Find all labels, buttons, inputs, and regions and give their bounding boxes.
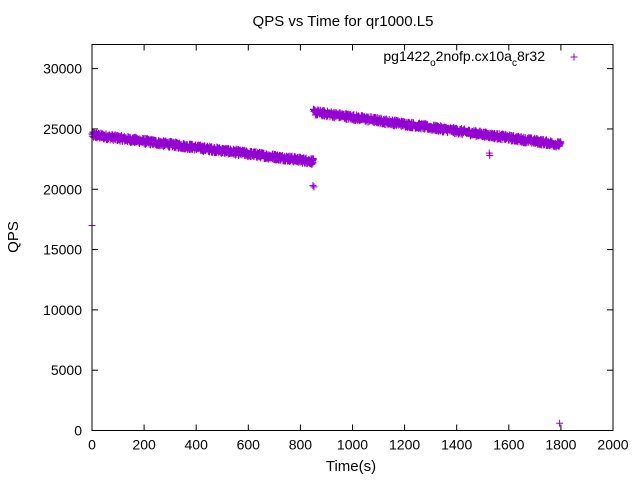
y-tick-label: 0 xyxy=(74,423,82,439)
x-axis-title: Time(s) xyxy=(326,458,376,475)
legend-label: pg1422o2nofp.cx10ac8r32 xyxy=(383,48,545,69)
x-tick-label: 1200 xyxy=(389,437,420,453)
x-tick-label: 1000 xyxy=(337,437,368,453)
outlier-point xyxy=(309,182,317,190)
x-tick-label: 200 xyxy=(132,437,156,453)
x-tick-label: 600 xyxy=(237,437,261,453)
y-axis: 0 5000 10000 15000 20000 25000 30000 xyxy=(43,61,613,439)
chart-title: QPS vs Time for qr1000.L5 xyxy=(253,13,434,30)
x-tick-label: 1600 xyxy=(493,437,524,453)
plot-frame xyxy=(91,44,614,431)
outlier-point xyxy=(556,419,564,427)
y-tick-label: 15000 xyxy=(43,242,82,258)
y-tick-label: 30000 xyxy=(43,61,82,77)
y-tick-label: 10000 xyxy=(43,302,82,318)
data-point xyxy=(557,139,565,147)
y-axis-title: QPS xyxy=(5,221,22,253)
x-tick-label: 400 xyxy=(185,437,209,453)
x-tick-label: 2000 xyxy=(597,437,628,453)
y-tick-label: 5000 xyxy=(51,362,82,378)
y-tick-label: 25000 xyxy=(43,121,82,137)
x-tick-label: 1400 xyxy=(441,437,472,453)
x-axis: 0 200 400 600 800 1000 1200 1400 1600 1800 2000 xyxy=(88,44,629,453)
outlier-point xyxy=(486,151,494,159)
legend-marker-symbol xyxy=(570,53,578,61)
outlier-point xyxy=(310,183,318,191)
x-tick-label: 800 xyxy=(289,437,313,453)
data-point xyxy=(309,156,317,164)
legend-marker xyxy=(570,53,578,61)
scatter-points xyxy=(88,105,565,427)
y-tick-label: 20000 xyxy=(43,181,82,197)
x-tick-label: 0 xyxy=(88,437,96,453)
x-tick-label: 1800 xyxy=(545,437,576,453)
legend: pg1422o2nofp.cx10ac8r32 xyxy=(383,48,578,69)
